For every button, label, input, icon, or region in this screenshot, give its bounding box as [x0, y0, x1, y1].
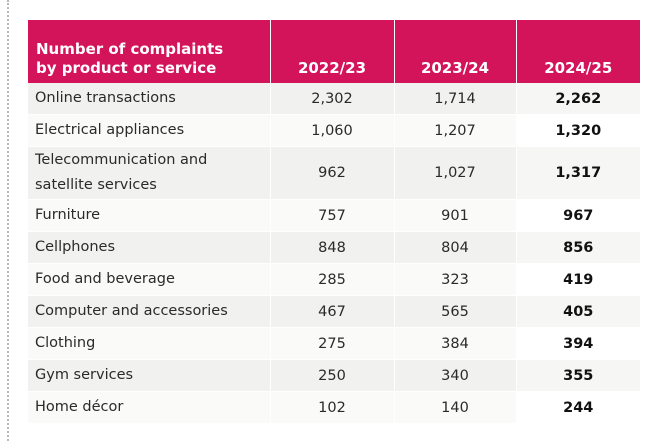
cell-2022-23: 250 — [270, 359, 395, 392]
cell-2024-25: 355 — [516, 359, 640, 392]
row-label: Home décor — [28, 391, 271, 424]
row-label: Cellphones — [28, 231, 271, 264]
cell-2024-25: 419 — [516, 263, 640, 296]
header-label-line-2: by product or service — [36, 59, 217, 77]
cell-2023-24: 1,714 — [394, 83, 517, 115]
table-row: Computer and accessories 467 565 405 — [28, 295, 640, 328]
table-row: Telecommunication and satellite services… — [28, 146, 640, 200]
cell-2022-23: 1,060 — [270, 114, 395, 147]
row-label: Furniture — [28, 199, 271, 232]
cell-2024-25: 2,262 — [516, 83, 640, 115]
table-row: Food and beverage 285 323 419 — [28, 263, 640, 296]
header-year-2023-24: 2023/24 — [394, 20, 517, 83]
cell-2024-25: 1,320 — [516, 114, 640, 147]
row-label: Electrical appliances — [28, 114, 271, 147]
table-row: Home décor 102 140 244 — [28, 391, 640, 424]
row-label: Telecommunication and satellite services — [28, 146, 271, 200]
cell-2024-25: 967 — [516, 199, 640, 232]
cell-2024-25: 1,317 — [516, 146, 640, 200]
cell-2022-23: 275 — [270, 327, 395, 360]
header-year-2022-23: 2022/23 — [270, 20, 395, 83]
header-label-cell: Number of complaints by product or servi… — [28, 20, 271, 83]
dotted-margin-rule — [7, 0, 9, 441]
header-year-2024-25: 2024/25 — [516, 20, 640, 83]
cell-2022-23: 467 — [270, 295, 395, 328]
complaints-table-container: Number of complaints by product or servi… — [28, 20, 640, 424]
cell-2023-24: 384 — [394, 327, 517, 360]
complaints-by-product-table: Number of complaints by product or servi… — [28, 20, 640, 424]
cell-2022-23: 285 — [270, 263, 395, 296]
row-label: Food and beverage — [28, 263, 271, 296]
cell-2022-23: 962 — [270, 146, 395, 200]
cell-2024-25: 394 — [516, 327, 640, 360]
cell-2022-23: 757 — [270, 199, 395, 232]
table-row: Online transactions 2,302 1,714 2,262 — [28, 83, 640, 115]
table-row: Cellphones 848 804 856 — [28, 231, 640, 264]
row-label: Gym services — [28, 359, 271, 392]
cell-2022-23: 848 — [270, 231, 395, 264]
cell-2024-25: 244 — [516, 391, 640, 424]
row-label: Computer and accessories — [28, 295, 271, 328]
cell-2022-23: 102 — [270, 391, 395, 424]
cell-2022-23: 2,302 — [270, 83, 395, 115]
cell-2023-24: 140 — [394, 391, 517, 424]
table-row: Gym services 250 340 355 — [28, 359, 640, 392]
row-label-line-1: Telecommunication and — [35, 152, 208, 168]
cell-2023-24: 323 — [394, 263, 517, 296]
cell-2023-24: 340 — [394, 359, 517, 392]
cell-2023-24: 901 — [394, 199, 517, 232]
table-row: Clothing 275 384 394 — [28, 327, 640, 360]
row-label-line-2: satellite services — [35, 177, 157, 193]
table-row: Furniture 757 901 967 — [28, 199, 640, 232]
table-body: Online transactions 2,302 1,714 2,262 El… — [28, 83, 640, 424]
table-row: Electrical appliances 1,060 1,207 1,320 — [28, 114, 640, 147]
row-label: Clothing — [28, 327, 271, 360]
cell-2023-24: 1,027 — [394, 146, 517, 200]
header-row: Number of complaints by product or servi… — [28, 20, 640, 83]
cell-2024-25: 856 — [516, 231, 640, 264]
row-label: Online transactions — [28, 83, 271, 115]
header-label-line-1: Number of complaints — [36, 40, 224, 58]
table-header: Number of complaints by product or servi… — [28, 20, 640, 83]
cell-2024-25: 405 — [516, 295, 640, 328]
cell-2023-24: 804 — [394, 231, 517, 264]
cell-2023-24: 565 — [394, 295, 517, 328]
cell-2023-24: 1,207 — [394, 114, 517, 147]
